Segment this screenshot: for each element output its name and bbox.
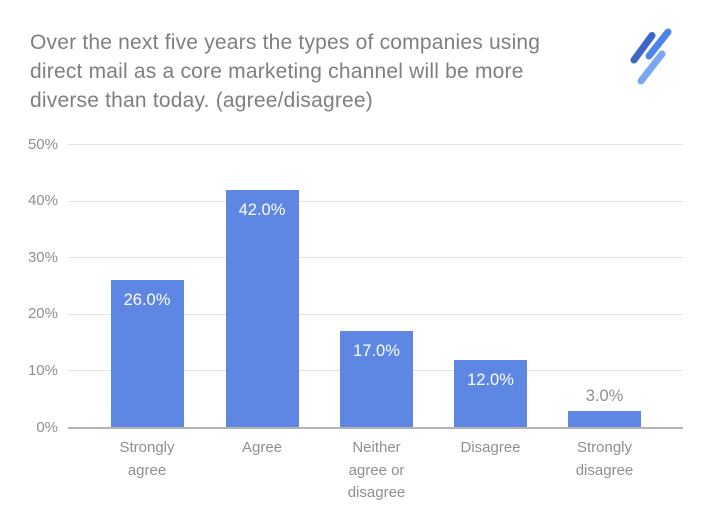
y-tick-label-0: 0% bbox=[36, 418, 58, 436]
logo-slash-dark-icon bbox=[630, 32, 656, 64]
x-axis-label-strongly-disagree: Strongly disagree bbox=[575, 439, 634, 479]
bar-value-label-strongly-agree: 26.0% bbox=[123, 291, 171, 310]
x-axis-line bbox=[68, 426, 683, 429]
chart-title-line-2: direct mail as a core marketing channel … bbox=[30, 60, 524, 83]
bar-strongly-agree: 26.0% bbox=[110, 280, 184, 428]
y-tick-label-30: 30% bbox=[27, 248, 58, 266]
y-tick-label-50: 50% bbox=[27, 135, 58, 153]
chart-title: Over the next five years the types of co… bbox=[30, 28, 540, 115]
gridline-40 bbox=[68, 200, 683, 202]
bar-value-label-neither-agree-or-disagree: 17.0% bbox=[353, 342, 400, 361]
x-axis-label-disagree: Disagree bbox=[460, 439, 521, 456]
y-tick-label-10: 10% bbox=[27, 361, 58, 379]
bar-neither-agree-or-disagree: 17.0% bbox=[340, 331, 413, 428]
gridline-50 bbox=[68, 144, 683, 145]
gridline-30 bbox=[68, 257, 683, 259]
x-axis-label-agree: Agree bbox=[241, 439, 283, 456]
bar-disagree: 12.0% bbox=[454, 359, 527, 428]
bar-value-label-strongly-disagree: 3.0% bbox=[585, 386, 624, 405]
logo-slash-light-icon bbox=[637, 50, 666, 85]
bar-value-label-disagree: 12.0% bbox=[467, 370, 514, 389]
bar-value-label-agree: 42.0% bbox=[238, 200, 286, 219]
brand-logo-icon bbox=[630, 28, 672, 85]
chart-title-line-3: diverse than today. (agree/disagree) bbox=[30, 89, 374, 112]
x-axis-label-neither-agree-or-disagree: Neither agree or disagree bbox=[347, 439, 406, 501]
chart-title-line-1: Over the next five years the types of co… bbox=[30, 31, 541, 54]
y-tick-label-20: 20% bbox=[27, 305, 58, 323]
bar-strongly-disagree bbox=[568, 410, 641, 428]
y-tick-label-40: 40% bbox=[27, 192, 58, 210]
x-axis-label-strongly-agree: Strongly agree bbox=[119, 439, 175, 479]
bar-agree: 42.0% bbox=[225, 189, 299, 428]
gridline-20 bbox=[68, 313, 683, 315]
logo-slash-medium-icon bbox=[645, 28, 672, 60]
